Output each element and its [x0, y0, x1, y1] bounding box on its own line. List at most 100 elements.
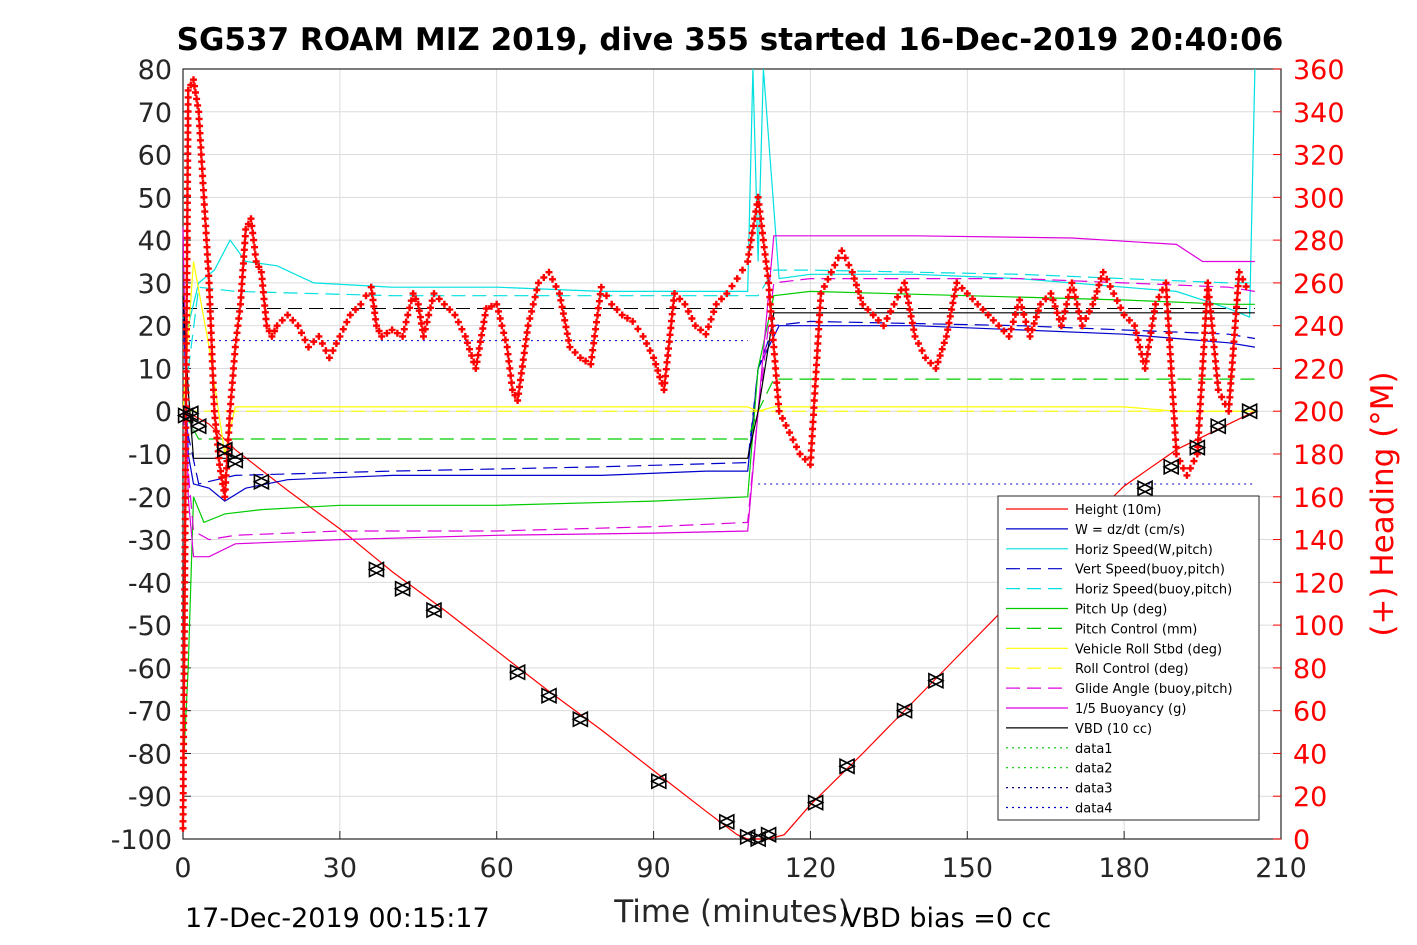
heading-marker — [420, 332, 427, 340]
heading-marker — [807, 446, 815, 454]
y-tick-label: 40 — [138, 226, 172, 257]
heading-marker — [183, 283, 191, 291]
heading-marker — [202, 222, 210, 230]
heading-marker — [184, 185, 191, 193]
heading-marker — [545, 268, 553, 276]
heading-marker — [182, 466, 189, 474]
heading-marker — [197, 143, 205, 151]
marker-triangle-left — [540, 687, 557, 704]
x-tick-label: 150 — [942, 853, 994, 884]
heading-marker — [535, 279, 542, 287]
heading-marker — [184, 136, 192, 144]
heading-marker — [520, 349, 528, 357]
y2-axis-label: (+) Heading (°M) — [1365, 371, 1401, 636]
heading-marker — [812, 375, 820, 383]
heading-marker — [1199, 357, 1207, 365]
heading-marker — [1171, 429, 1179, 437]
heading-marker — [343, 318, 351, 326]
heading-marker — [1230, 338, 1238, 346]
heading-marker — [234, 322, 242, 330]
legend-entry: data2 — [1075, 762, 1113, 777]
heading-marker — [757, 215, 765, 223]
heading-marker — [1162, 279, 1170, 287]
heading-marker — [813, 354, 821, 362]
y-axis-ticks: -100-90-80-70-60-50-40-30-20-10010203040… — [111, 55, 191, 856]
heading-marker — [953, 279, 961, 287]
heading-marker — [183, 227, 191, 235]
heading-marker — [558, 303, 566, 311]
heading-marker — [1057, 322, 1065, 330]
heading-marker — [1165, 322, 1173, 330]
heading-marker — [948, 306, 956, 314]
heading-marker — [210, 400, 218, 408]
legend-entry: Horiz Speed(buoy,pitch) — [1075, 583, 1232, 598]
heading-marker — [206, 300, 214, 308]
heading-marker — [815, 318, 823, 326]
heading-marker — [207, 322, 215, 330]
heading-marker — [1131, 322, 1139, 330]
heading-marker — [180, 677, 188, 685]
heading-marker — [208, 357, 216, 365]
heading-marker — [1199, 364, 1207, 372]
heading-marker — [857, 294, 865, 302]
heading-marker — [1229, 352, 1237, 360]
heading-marker — [906, 306, 914, 314]
heading-marker — [771, 357, 779, 365]
heading-marker — [1218, 393, 1226, 401]
heading-marker — [817, 290, 825, 298]
heading-marker — [181, 480, 189, 488]
heading-marker — [388, 326, 396, 334]
y2-tick-label: 220 — [1293, 354, 1345, 385]
heading-marker — [481, 311, 489, 319]
marker-triangle-left — [367, 561, 385, 578]
y2-tick-label: 180 — [1293, 440, 1345, 471]
heading-marker — [814, 332, 822, 340]
heading-marker — [811, 389, 819, 397]
heading-marker — [179, 782, 187, 790]
heading-marker — [582, 357, 590, 365]
heading-marker — [427, 304, 434, 312]
heading-marker — [237, 294, 245, 301]
heading-marker — [565, 336, 573, 344]
marker-triangle-left — [927, 672, 944, 690]
heading-marker — [182, 431, 190, 439]
legend-entry: W = dz/dt (cm/s) — [1075, 523, 1185, 538]
marker-triangle-left — [393, 580, 411, 598]
heading-marker — [369, 296, 377, 304]
heading-marker — [257, 268, 265, 276]
footer-vbd-bias: VBD bias =0 cc — [843, 903, 1051, 934]
y-tick-label: -40 — [128, 568, 172, 599]
heading-marker — [1197, 393, 1205, 401]
marker-triangle-left — [571, 710, 589, 728]
heading-marker — [417, 320, 425, 327]
heading-marker — [210, 386, 217, 394]
heading-marker — [1209, 329, 1217, 337]
heading-marker — [182, 375, 190, 382]
heading-marker — [183, 234, 191, 242]
heading-marker — [474, 351, 482, 359]
heading-marker — [294, 322, 302, 330]
heading-marker — [503, 343, 511, 351]
heading-marker — [1148, 322, 1156, 330]
heading-marker — [500, 329, 508, 337]
y-tick-label: 20 — [138, 312, 172, 343]
heading-marker — [751, 215, 759, 223]
heading-marker — [652, 360, 660, 368]
heading-marker — [516, 383, 523, 391]
heading-marker — [519, 356, 527, 364]
heading-marker — [501, 336, 509, 344]
heading-marker — [183, 290, 191, 298]
heading-marker — [1170, 414, 1178, 422]
chart-title: SG537 ROAM MIZ 2019, dive 355 started 16… — [177, 22, 1284, 58]
heading-marker — [506, 364, 514, 372]
heading-marker — [773, 379, 781, 387]
heading-marker — [946, 312, 954, 320]
heading-marker — [182, 459, 190, 467]
heading-marker — [232, 336, 240, 344]
heading-marker — [903, 292, 911, 300]
heading-marker — [184, 171, 192, 179]
heading-marker — [671, 290, 678, 298]
heading-marker — [217, 467, 225, 475]
heading-marker — [181, 501, 189, 509]
marker-triangle-left — [226, 452, 244, 469]
